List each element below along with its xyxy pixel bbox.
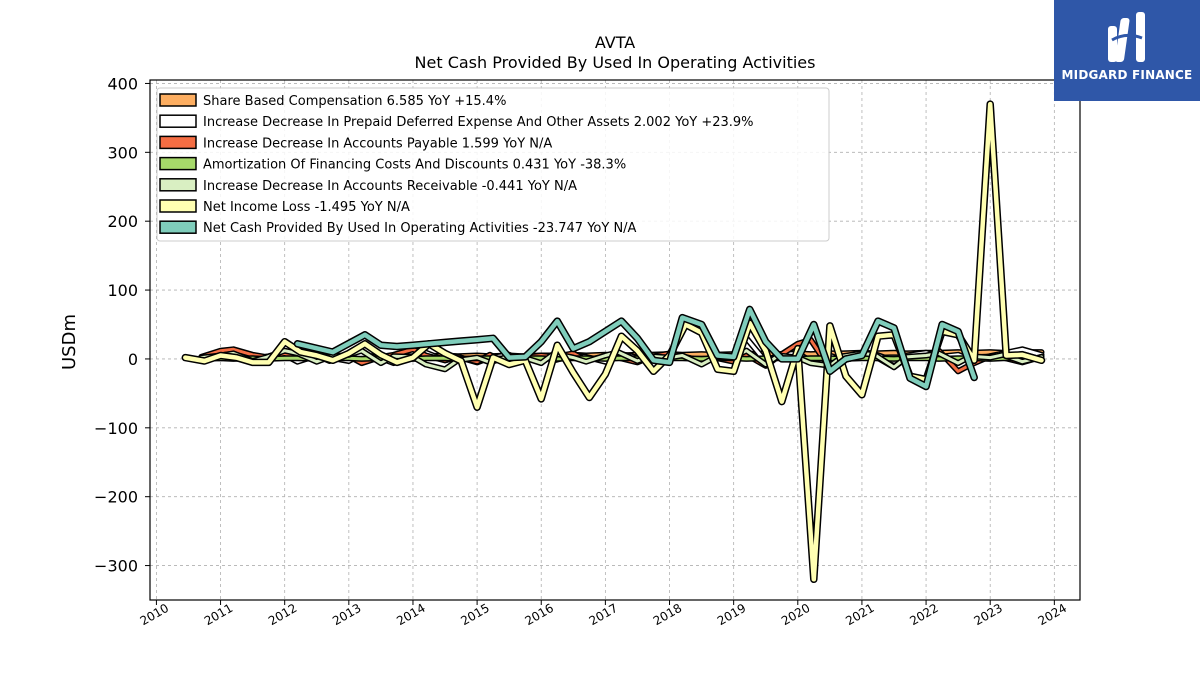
y-tick-label: 300 [107,143,138,162]
legend: Share Based Compensation 6.585 YoY +15.4… [156,87,830,242]
x-tick-label: 2012 [266,601,299,628]
legend-swatch [159,114,197,128]
x-tick-label: 2010 [138,601,171,628]
brand-logo-icon [1108,12,1145,62]
x-tick-label: 2020 [779,601,812,628]
legend-swatch [159,220,197,234]
y-tick-label: 100 [107,281,138,300]
legend-swatch [159,135,197,150]
legend-swatch [159,93,197,107]
chart-subtitle: Net Cash Provided By Used In Operating A… [415,53,816,72]
legend-label: Net Income Loss -1.495 YoY N/A [203,200,410,215]
brand-logo: MIDGARD FINANCE [1054,0,1200,101]
legend-swatch [159,156,197,171]
x-tick-label: 2016 [523,601,556,628]
legend-swatch [159,199,197,213]
y-tick-label: 200 [107,212,138,231]
chart-title: AVTA [595,33,635,52]
y-axis-label: USDm [59,314,80,370]
legend-swatch [159,178,197,192]
x-tick-label: 2023 [971,601,1004,628]
x-tick-label: 2013 [330,601,363,628]
y-tick-label: 400 [107,74,138,93]
brand-name: MIDGARD FINANCE [1061,68,1193,82]
legend-label: Increase Decrease In Accounts Receivable… [203,179,577,194]
x-tick-label: 2021 [843,601,876,628]
x-tick-label: 2014 [394,601,427,628]
x-tick-label: 2022 [907,601,940,628]
y-tick-label: −200 [94,488,138,507]
legend-label: Increase Decrease In Prepaid Deferred Ex… [203,115,754,130]
legend-frame [156,87,830,242]
x-tick-label: 2017 [587,601,620,628]
series-line [295,307,977,389]
x-tick-label: 2019 [715,601,748,628]
legend-label: Share Based Compensation 6.585 YoY +15.4… [203,94,506,109]
series-group [181,100,1046,584]
x-tick-label: 2024 [1036,601,1069,628]
y-tick-label: −100 [94,419,138,438]
legend-label: Amortization Of Financing Costs And Disc… [203,158,626,173]
x-tick-label: 2011 [202,601,235,628]
legend-label: Net Cash Provided By Used In Operating A… [203,221,637,236]
y-tick-label: 0 [128,350,138,369]
x-tick-label: 2018 [651,601,684,628]
legend-label: Increase Decrease In Accounts Payable 1.… [203,136,552,151]
y-tick-label: −300 [94,557,138,576]
plot-frame [149,79,1081,601]
x-tick-label: 2015 [458,601,491,628]
